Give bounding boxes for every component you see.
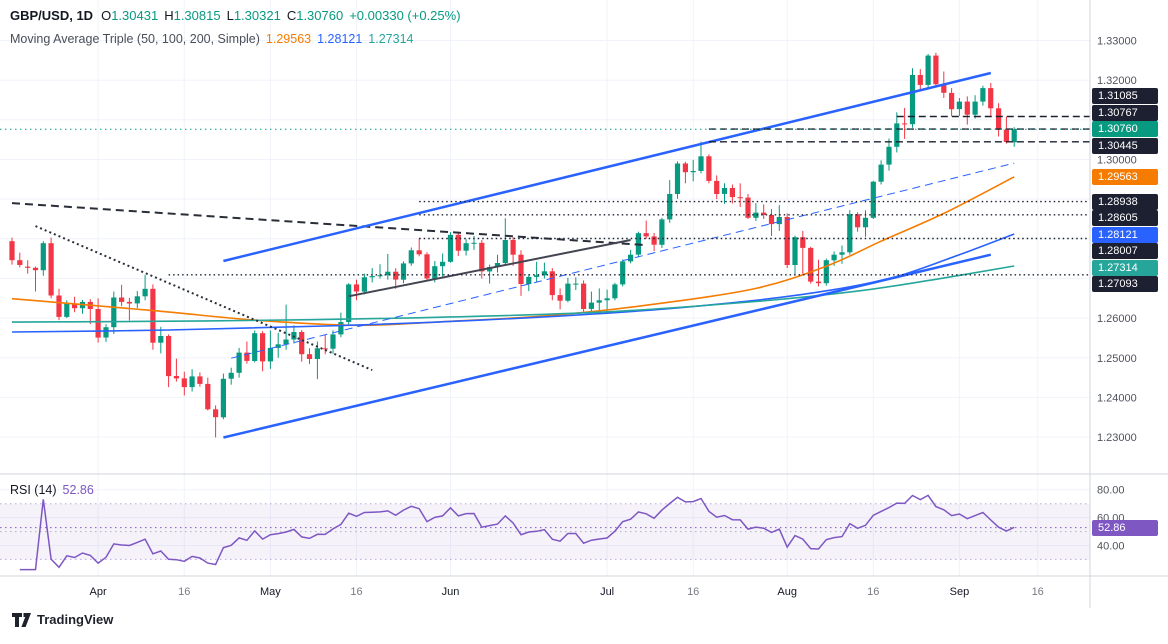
- descending-dotted-trendline: [35, 225, 373, 372]
- price-label-level[interactable]: 1.30445: [1092, 137, 1158, 154]
- rsi-band: [0, 503, 1090, 560]
- ma200-value: 1.27314: [368, 32, 414, 46]
- svg-text:1.30000: 1.30000: [1097, 155, 1137, 167]
- symbol-title[interactable]: GBP/USD, 1D: [10, 8, 94, 23]
- svg-text:40.00: 40.00: [1097, 541, 1125, 553]
- svg-text:1.24000: 1.24000: [1097, 392, 1137, 404]
- svg-text:16: 16: [350, 586, 362, 598]
- ohlc-low: L1.30321: [226, 8, 281, 23]
- rising-dashed-blue-trendline: [231, 162, 1015, 359]
- svg-text:May: May: [260, 586, 281, 598]
- svg-text:Sep: Sep: [950, 586, 970, 598]
- ma-indicator-legend: Moving Average Triple (50, 100, 200, Sim…: [10, 32, 413, 46]
- svg-text:1.23000: 1.23000: [1097, 432, 1137, 444]
- candlestick-series[interactable]: [9, 52, 1017, 438]
- svg-text:16: 16: [867, 586, 879, 598]
- price-label-level[interactable]: 1.30767: [1092, 104, 1158, 121]
- ma50-value: 1.29563: [265, 32, 312, 46]
- ohlc-open: O1.30431: [101, 8, 159, 23]
- ohlc-close: C1.30760: [286, 8, 344, 23]
- svg-text:1.33000: 1.33000: [1097, 36, 1137, 48]
- price-axis-labels: 1.33000 1.32000 1.30000 1.26000 1.25000 1.240…: [1097, 36, 1137, 553]
- svg-text:1.25000: 1.25000: [1097, 353, 1137, 365]
- rising-solid-trendline: [348, 239, 631, 298]
- price-change: +0.00330 (+0.25%): [349, 8, 461, 23]
- rsi-legend: RSI (14) 52.86: [10, 483, 94, 497]
- svg-text:16: 16: [1032, 586, 1044, 598]
- svg-text:Apr: Apr: [90, 586, 107, 598]
- price-axis[interactable]: 1.31085 1.30767 1.30760 1.30445 1.29563 1.289…: [1090, 0, 1168, 612]
- sma-200-line[interactable]: [11, 265, 1015, 323]
- svg-text:80.00: 80.00: [1097, 485, 1125, 497]
- price-label-ma100[interactable]: 1.28121: [1092, 226, 1158, 243]
- svg-text:16: 16: [178, 586, 190, 598]
- symbol-legend: GBP/USD, 1D O1.30431 H1.30815 L1.30321 C…: [10, 8, 461, 23]
- rsi-value-label[interactable]: 52.86: [1092, 519, 1158, 536]
- channel-lower-line: [223, 253, 992, 439]
- price-label-level[interactable]: 1.28938: [1092, 193, 1158, 210]
- price-label-ma50[interactable]: 1.29563: [1092, 168, 1158, 185]
- price-label-level[interactable]: 1.28605: [1092, 210, 1158, 227]
- ma100-value: 1.28121: [317, 32, 363, 46]
- svg-text:Jun: Jun: [442, 586, 460, 598]
- tradingview-logo[interactable]: TradingView: [12, 612, 113, 627]
- time-axis-labels[interactable]: Apr 16 May 16 Jun Jul 16 Aug 16 Sep 16: [90, 586, 1044, 598]
- tradingview-logo-text: TradingView: [37, 612, 114, 627]
- price-label-level[interactable]: 1.31085: [1092, 88, 1158, 105]
- grid-lines: [0, 0, 1090, 576]
- price-label-level[interactable]: 1.28007: [1092, 243, 1158, 260]
- svg-text:Jul: Jul: [600, 586, 614, 598]
- ma-indicator-title[interactable]: Moving Average Triple (50, 100, 200, Sim…: [10, 32, 260, 46]
- tradingview-logo-icon: [12, 612, 31, 627]
- svg-text:16: 16: [687, 586, 699, 598]
- drawings[interactable]: [11, 71, 1090, 439]
- svg-text:Aug: Aug: [777, 586, 797, 598]
- price-label-last[interactable]: 1.30760: [1092, 121, 1158, 138]
- channel-upper-line: [223, 71, 992, 263]
- rsi-value: 52.86: [62, 483, 94, 497]
- rsi-line[interactable]: [19, 494, 1015, 571]
- price-label-level[interactable]: 1.27093: [1092, 276, 1158, 293]
- ohlc-high: H1.30815: [164, 8, 221, 23]
- svg-text:1.26000: 1.26000: [1097, 313, 1137, 325]
- descending-dashed-trendline: [11, 202, 647, 247]
- price-label-ma200[interactable]: 1.27314: [1092, 259, 1158, 276]
- svg-text:1.32000: 1.32000: [1097, 75, 1137, 87]
- rsi-title[interactable]: RSI (14): [10, 483, 57, 497]
